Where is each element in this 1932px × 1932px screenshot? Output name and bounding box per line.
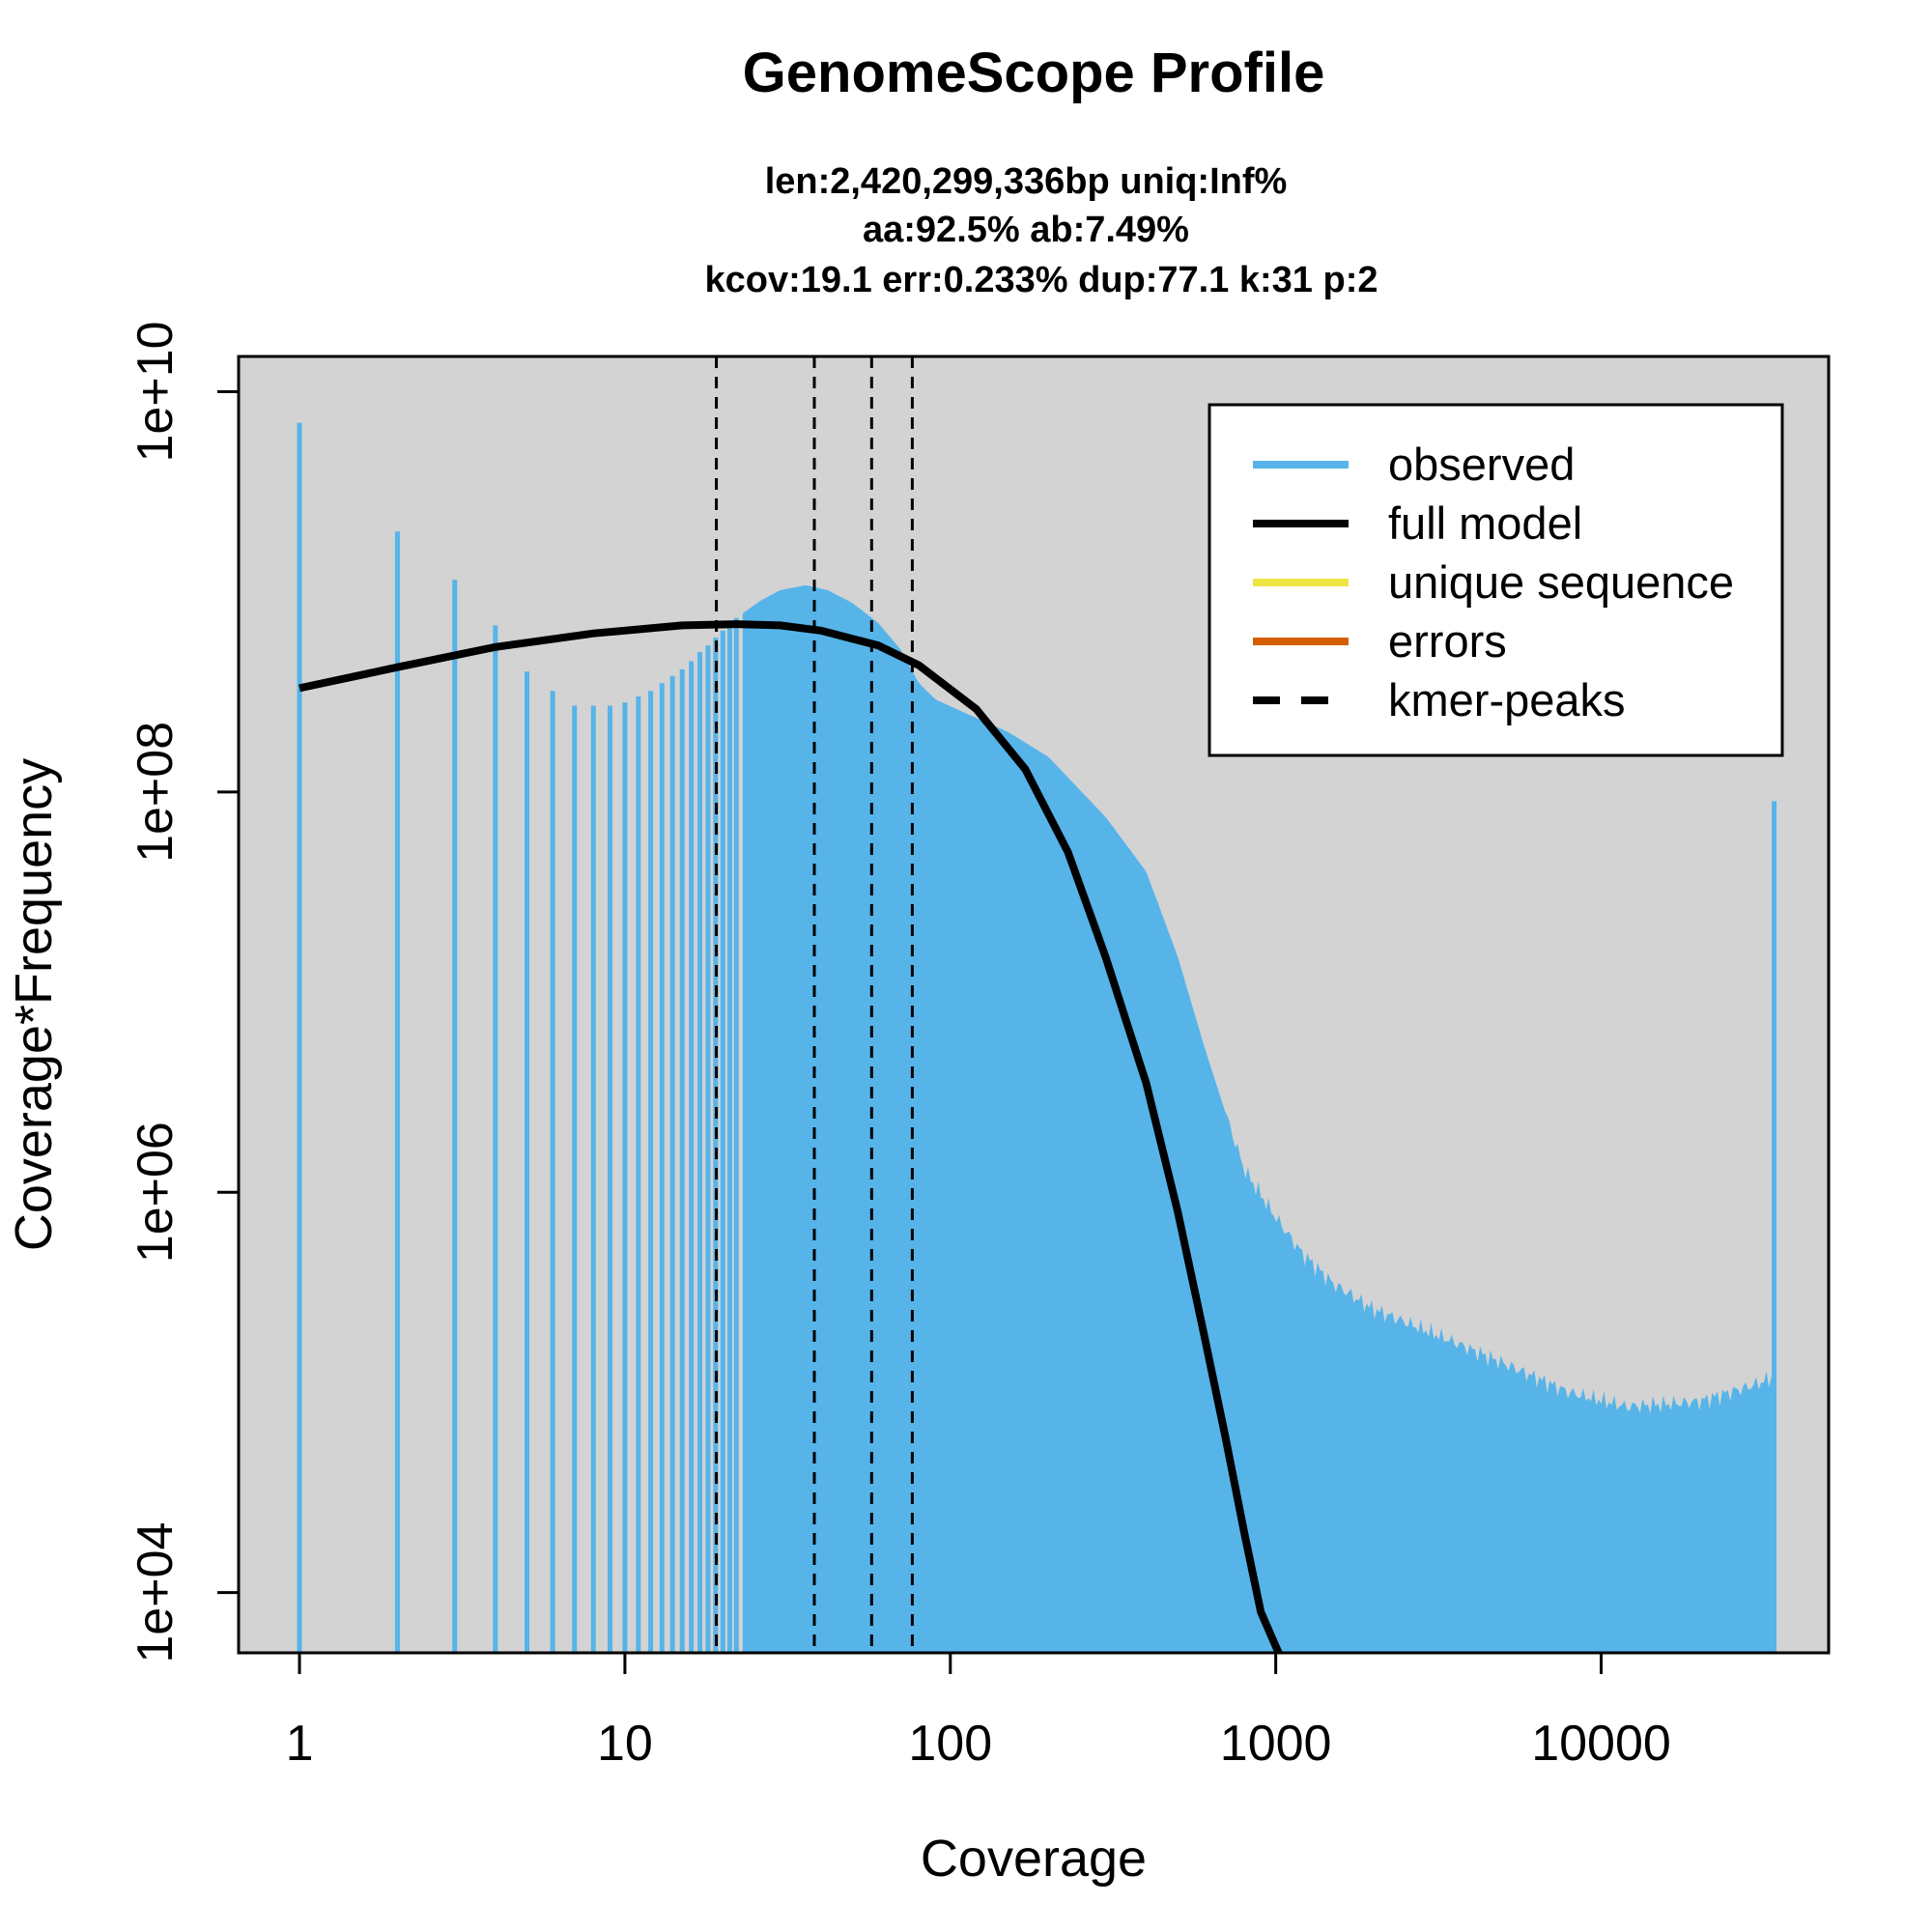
legend-label-observed: observed — [1388, 439, 1575, 490]
y-tick-label-1e+06: 1e+06 — [128, 1122, 184, 1263]
chart-subtitle-line-3: kcov:19.1 err:0.233% dup:77.1 k:31 p:2 — [704, 260, 1378, 300]
y-axis-label: Coverage*Frequency — [5, 758, 63, 1251]
y-tick-label-1e+10: 1e+10 — [128, 321, 184, 462]
legend: observed full model unique sequence errors k… — [1208, 403, 1784, 757]
x-tick-label-1000: 1000 — [1220, 1716, 1332, 1772]
legend-items: observed full model unique sequence errors k… — [1253, 439, 1734, 725]
legend-label-errors: errors — [1388, 615, 1507, 667]
x-axis: 1 10 100 1000 10000 — [286, 1651, 1671, 1772]
x-tick-label-10000: 10000 — [1531, 1716, 1671, 1772]
y-tick-label-1e+04: 1e+04 — [128, 1522, 184, 1663]
y-tick-label-1e+08: 1e+08 — [128, 722, 184, 863]
y-axis: 1e+04 1e+06 1e+08 1e+10 — [128, 321, 241, 1663]
full-model-curve — [298, 620, 1283, 1655]
legend-label-kmer-peaks: kmer-peaks — [1388, 674, 1626, 725]
x-tick-label-100: 100 — [908, 1716, 992, 1772]
x-axis-label: Coverage — [921, 1830, 1147, 1888]
legend-label-unique-sequence: unique sequence — [1388, 556, 1734, 608]
chart-title: GenomeScope Profile — [743, 42, 1325, 104]
x-tick-label-10: 10 — [597, 1716, 653, 1772]
observed-area — [742, 585, 1775, 1653]
legend-label-full-model: full model — [1388, 497, 1582, 549]
chart-subtitle-line-1: len:2,420,299,336bp uniq:Inf% — [765, 161, 1288, 202]
x-tick-label-1: 1 — [286, 1716, 314, 1772]
chart-subtitle-line-2: aa:92.5% ab:7.49% — [863, 210, 1189, 250]
plot-marks — [297, 356, 1777, 1655]
